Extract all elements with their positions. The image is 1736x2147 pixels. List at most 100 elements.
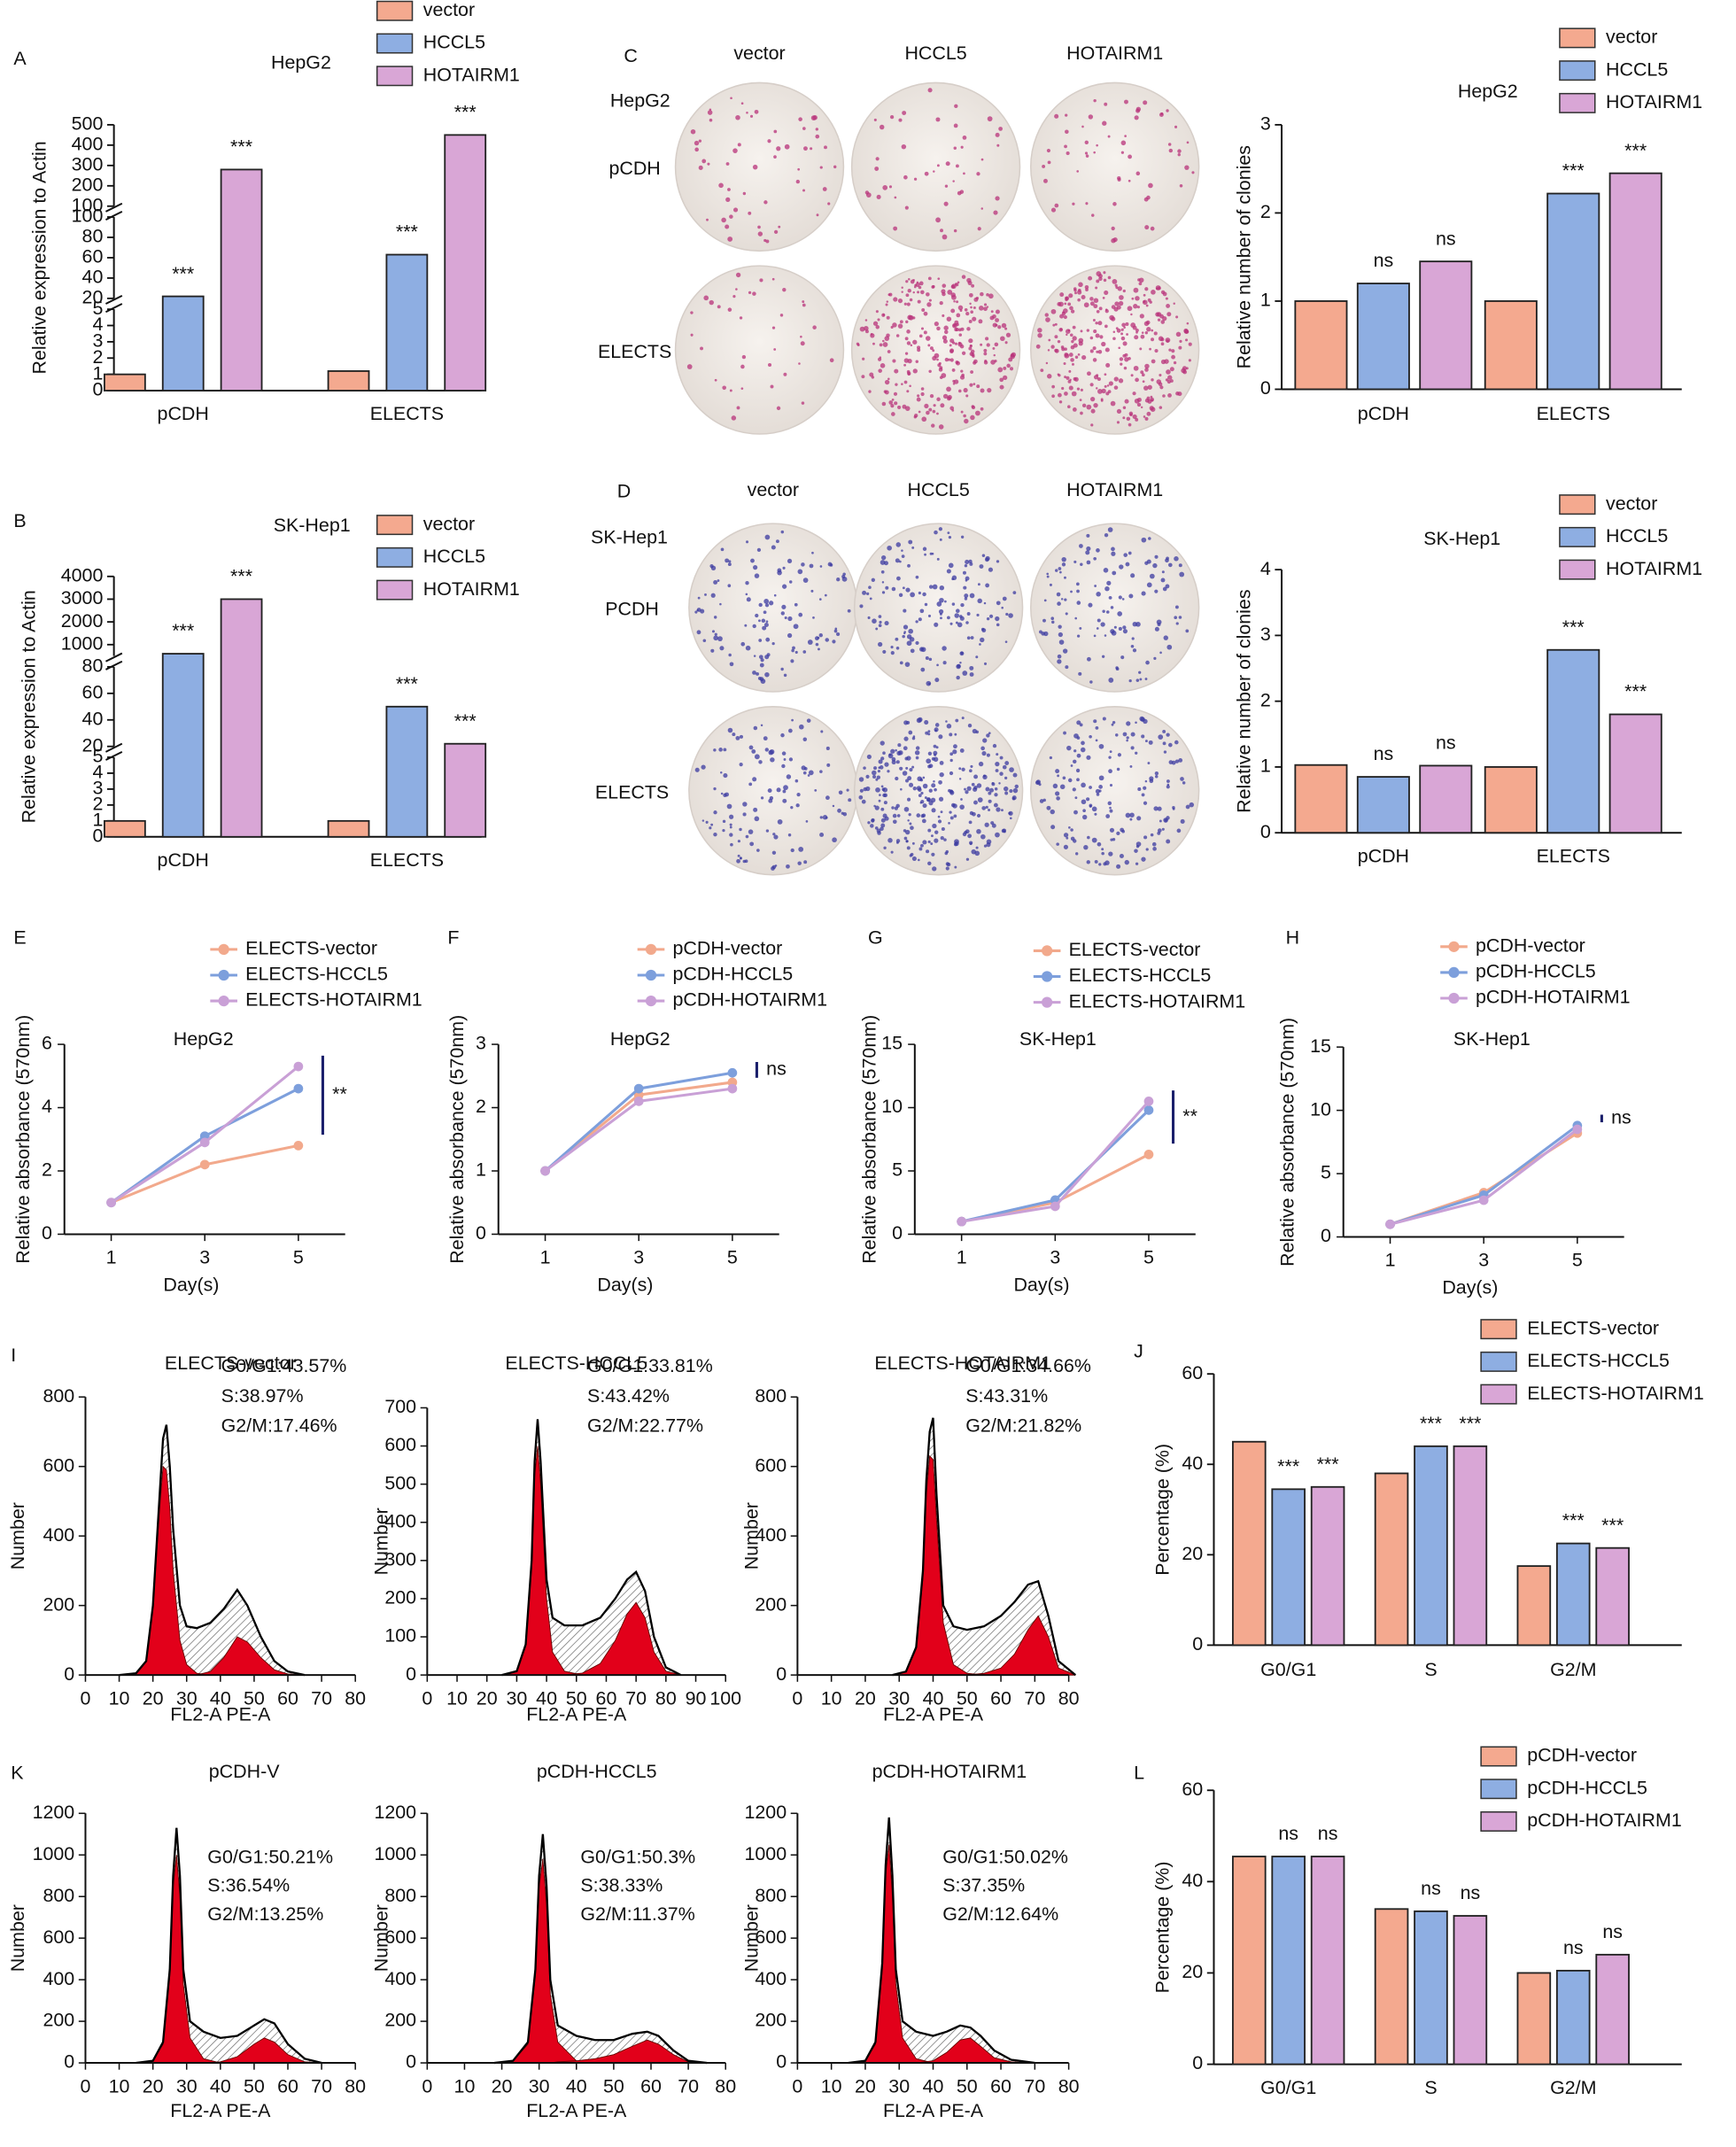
colony bbox=[996, 560, 1000, 563]
colony bbox=[1046, 148, 1051, 153]
colony bbox=[793, 624, 799, 630]
colony bbox=[861, 375, 865, 379]
colony bbox=[1104, 347, 1110, 353]
colony bbox=[949, 771, 954, 776]
colony bbox=[833, 165, 837, 169]
colony bbox=[1119, 357, 1124, 361]
colony bbox=[893, 391, 898, 396]
colony bbox=[995, 769, 999, 772]
colony bbox=[880, 756, 885, 761]
colony bbox=[752, 164, 758, 170]
colony bbox=[1081, 354, 1087, 360]
colony bbox=[878, 368, 882, 373]
colony bbox=[955, 621, 958, 624]
colony bbox=[939, 597, 944, 603]
legend-label: HOTAIRM1 bbox=[423, 64, 520, 85]
colony bbox=[746, 597, 751, 602]
colony bbox=[790, 805, 794, 810]
colony bbox=[1108, 595, 1112, 600]
colony bbox=[954, 342, 958, 345]
colony bbox=[742, 191, 747, 196]
y-tick-label: 400 bbox=[384, 1510, 416, 1531]
colony bbox=[950, 308, 956, 314]
colony bbox=[802, 189, 806, 192]
colony bbox=[1126, 416, 1131, 422]
colony bbox=[1118, 300, 1124, 306]
colony bbox=[797, 861, 802, 865]
colony bbox=[949, 816, 954, 820]
colony bbox=[1169, 379, 1174, 383]
colony bbox=[913, 285, 917, 289]
colony bbox=[985, 805, 988, 809]
colony bbox=[735, 288, 738, 291]
colony bbox=[1080, 562, 1083, 566]
colony bbox=[974, 410, 980, 416]
colony bbox=[994, 787, 998, 791]
colony bbox=[872, 770, 877, 776]
x-tick-label: 30 bbox=[506, 1687, 527, 1709]
colony bbox=[988, 293, 994, 299]
colony bbox=[938, 424, 944, 430]
colony bbox=[938, 527, 942, 531]
y-tick-label: 3 bbox=[92, 330, 103, 352]
colony bbox=[771, 326, 776, 329]
x-tick-label: 1 bbox=[1385, 1250, 1396, 1271]
colony bbox=[876, 828, 881, 833]
colony bbox=[732, 148, 738, 153]
colony bbox=[931, 783, 936, 788]
colony bbox=[883, 846, 887, 849]
colony bbox=[1086, 755, 1091, 760]
colony bbox=[718, 182, 724, 189]
colony bbox=[1054, 203, 1059, 208]
colony-dish bbox=[850, 81, 1021, 252]
colony bbox=[722, 829, 725, 833]
colony bbox=[879, 794, 881, 796]
colony bbox=[739, 763, 743, 767]
colony bbox=[1073, 560, 1077, 564]
colony bbox=[875, 778, 879, 781]
x-tick-label: 3 bbox=[1478, 1250, 1489, 1271]
y-tick-label: 600 bbox=[384, 1434, 416, 1455]
colony bbox=[1093, 304, 1098, 309]
colony bbox=[1174, 125, 1178, 128]
colony bbox=[1110, 400, 1116, 407]
colony bbox=[744, 624, 748, 627]
colony bbox=[1122, 629, 1128, 634]
y-tick-label: 10 bbox=[1310, 1098, 1331, 1120]
colony bbox=[1109, 827, 1115, 833]
colony bbox=[739, 827, 742, 832]
colony bbox=[931, 852, 935, 856]
colony bbox=[790, 848, 794, 853]
colony bbox=[760, 796, 764, 800]
colony bbox=[1093, 402, 1098, 408]
colony bbox=[903, 380, 908, 384]
colony bbox=[962, 570, 966, 575]
colony bbox=[707, 110, 713, 115]
colony bbox=[791, 648, 794, 653]
colony bbox=[914, 750, 920, 756]
colony bbox=[903, 746, 908, 751]
colony bbox=[759, 663, 764, 668]
bar bbox=[1294, 300, 1348, 391]
colony bbox=[983, 348, 988, 353]
legend-label: ELECTS-HCCL5 bbox=[245, 964, 388, 985]
colony bbox=[993, 353, 996, 357]
y-tick-label: 600 bbox=[755, 1454, 787, 1476]
colony bbox=[988, 567, 994, 572]
y-tick-label: 0 bbox=[1192, 2052, 1203, 2073]
colony bbox=[965, 559, 970, 565]
colony bbox=[1088, 602, 1093, 608]
colony bbox=[901, 383, 903, 385]
colony bbox=[956, 313, 961, 318]
colony bbox=[1124, 399, 1129, 404]
colony bbox=[918, 717, 923, 723]
colony bbox=[859, 604, 864, 608]
colony bbox=[1156, 379, 1162, 384]
colony bbox=[931, 423, 935, 428]
colony bbox=[1101, 341, 1106, 347]
phase-stat: G0/G1:43.57% bbox=[221, 1355, 347, 1376]
colony bbox=[870, 332, 873, 336]
colony bbox=[1146, 582, 1152, 588]
bar bbox=[1555, 1542, 1591, 1647]
colony bbox=[909, 384, 911, 388]
